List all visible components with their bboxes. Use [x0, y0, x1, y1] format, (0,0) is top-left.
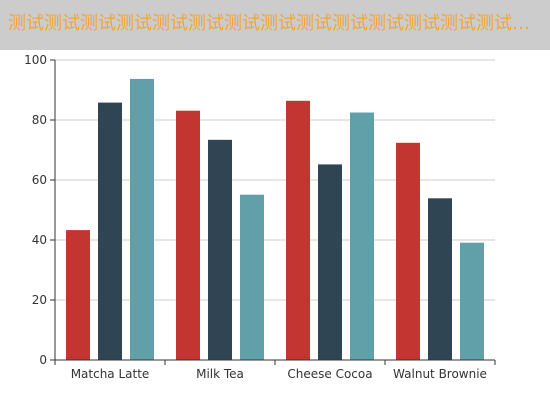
x-tick-label: Walnut Brownie	[393, 367, 487, 381]
bar	[176, 110, 200, 360]
y-tick-label: 40	[32, 233, 47, 247]
grid-lines	[55, 59, 495, 301]
x-tick-label: Matcha Latte	[71, 367, 150, 381]
y-tick-label: 80	[32, 113, 47, 127]
bar	[208, 139, 232, 360]
y-tick-label: 100	[24, 53, 47, 67]
bar	[130, 78, 154, 361]
axes: 0 20 40 60 80 100 Matcha Latte Milk Tea Cheese C…	[24, 53, 496, 381]
x-tick-label: Milk Tea	[196, 367, 244, 381]
bar	[66, 230, 90, 360]
bar	[460, 242, 484, 360]
bar	[396, 142, 420, 360]
bars	[66, 78, 484, 361]
bar	[240, 194, 264, 360]
bar	[428, 198, 452, 360]
y-tick-label: 60	[32, 173, 47, 187]
bar	[98, 102, 122, 360]
y-tick-label: 0	[39, 353, 47, 367]
x-tick-label: Cheese Cocoa	[287, 367, 372, 381]
bar	[286, 100, 310, 361]
bar	[318, 164, 342, 360]
y-tick-label: 20	[32, 293, 47, 307]
title-bar: 测试测试测试测试测试测试测试测试测试测试测试测试测试测试测试测...	[0, 0, 550, 50]
bar	[350, 112, 374, 360]
